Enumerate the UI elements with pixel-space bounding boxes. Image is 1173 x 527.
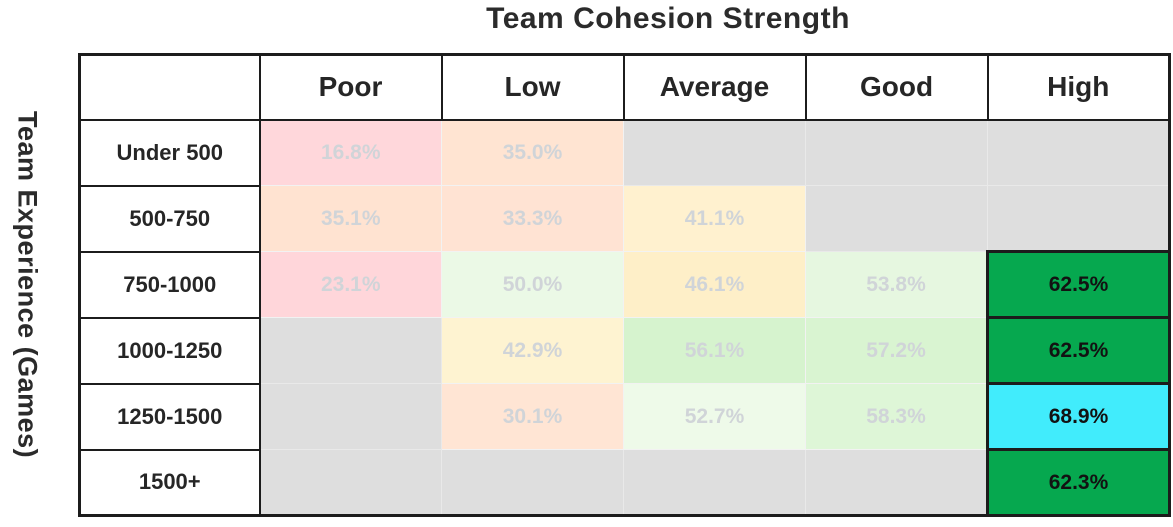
heatmap-cell xyxy=(259,383,442,450)
heatmap-cell: 35.0% xyxy=(441,119,624,186)
column-header-high: High xyxy=(986,53,1171,121)
row-header-500-750: 500-750 xyxy=(78,184,261,253)
heatmap-cell: 62.5% xyxy=(986,250,1171,319)
column-header-low: Low xyxy=(440,53,625,121)
table-row: 1500+ 62.3% xyxy=(78,448,1171,517)
heatmap-cell: 30.1% xyxy=(441,383,624,450)
heatmap-cell: 56.1% xyxy=(623,317,806,384)
heatmap-cell xyxy=(623,119,806,186)
heatmap-cell: 58.3% xyxy=(805,383,988,450)
column-header-row: Poor Low Average Good High xyxy=(78,53,1171,121)
heatmap-cell: 62.3% xyxy=(986,448,1171,517)
heatmap-cell xyxy=(805,185,988,252)
table-row: 1000-1250 42.9% 56.1% 57.2% 62.5% xyxy=(78,316,1171,385)
heatmap-cell xyxy=(987,119,1170,186)
y-axis-label-container: Team Experience (Games) xyxy=(0,53,54,517)
heatmap-cell: 16.8% xyxy=(259,119,442,186)
table-row: 500-750 35.1% 33.3% 41.1% xyxy=(78,184,1170,253)
heatmap-cell: 35.1% xyxy=(259,185,442,252)
heatmap-cell: 53.8% xyxy=(805,251,988,318)
heatmap-cell xyxy=(441,449,624,516)
y-axis-label: Team Experience (Games) xyxy=(12,111,43,459)
corner-cell xyxy=(78,53,261,121)
heatmap-cell xyxy=(805,119,988,186)
heatmap-cell xyxy=(259,449,442,516)
heatmap-table: Poor Low Average Good High Under 500 16.… xyxy=(78,53,1171,517)
heatmap-cell: 33.3% xyxy=(441,185,624,252)
chart-title: Team Cohesion Strength xyxy=(486,2,850,35)
heatmap-cell xyxy=(805,449,988,516)
column-header-poor: Poor xyxy=(258,53,443,121)
heatmap-cell: 62.5% xyxy=(986,316,1171,385)
heatmap-cell xyxy=(259,317,442,384)
heatmap-cell: 68.9% xyxy=(986,382,1171,451)
column-header-good: Good xyxy=(804,53,989,121)
heatmap-cell: 41.1% xyxy=(623,185,806,252)
column-header-average: Average xyxy=(622,53,807,121)
heatmap-cell xyxy=(987,185,1170,252)
row-header-1500-plus: 1500+ xyxy=(78,448,261,517)
row-header-1000-1250: 1000-1250 xyxy=(78,316,261,385)
heatmap-cell: 50.0% xyxy=(441,251,624,318)
row-header-750-1000: 750-1000 xyxy=(78,250,261,319)
heatmap-cell: 57.2% xyxy=(805,317,988,384)
row-header-1250-1500: 1250-1500 xyxy=(78,382,261,451)
heatmap-cell: 52.7% xyxy=(623,383,806,450)
heatmap-cell: 42.9% xyxy=(441,317,624,384)
table-row: 1250-1500 30.1% 52.7% 58.3% 68.9% xyxy=(78,382,1171,451)
heatmap-cell: 46.1% xyxy=(623,251,806,318)
heatmap-cell xyxy=(623,449,806,516)
table-row: 750-1000 23.1% 50.0% 46.1% 53.8% 62.5% xyxy=(78,250,1171,319)
heatmap-cell: 23.1% xyxy=(259,251,442,318)
row-header-under-500: Under 500 xyxy=(78,118,261,187)
table-row: Under 500 16.8% 35.0% xyxy=(78,118,1170,187)
